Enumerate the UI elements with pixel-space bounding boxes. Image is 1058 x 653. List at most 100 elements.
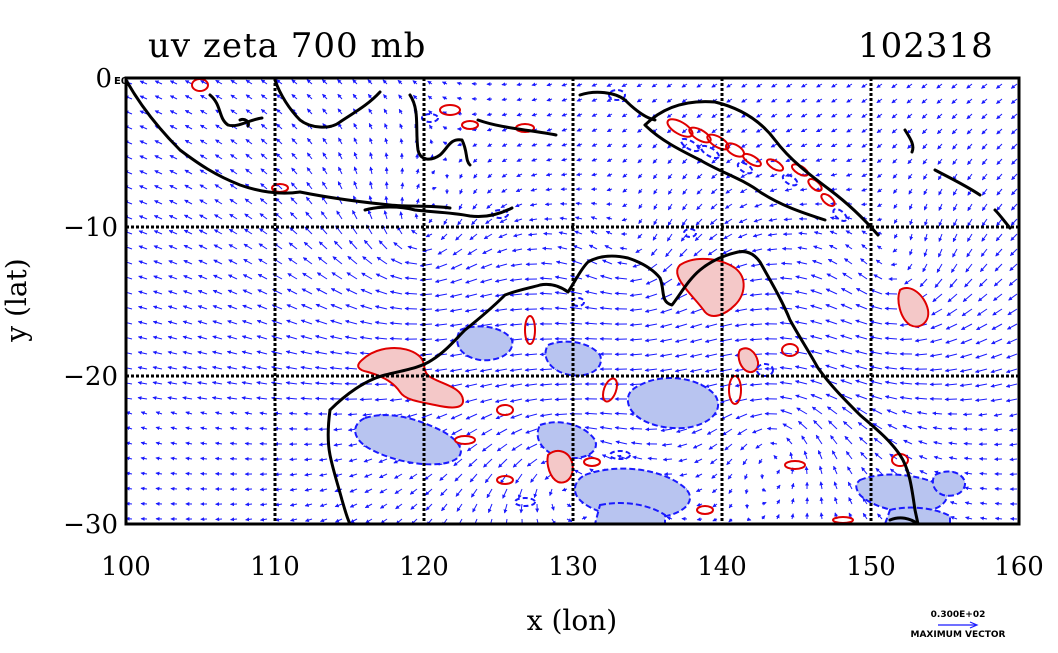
wind-vector xyxy=(877,203,883,208)
wind-vector xyxy=(782,423,793,430)
wind-vector xyxy=(479,368,493,373)
wind-vector xyxy=(213,229,223,235)
wind-vector xyxy=(481,443,493,452)
wind-vector xyxy=(827,258,838,265)
wind-vector xyxy=(581,516,588,521)
wind-vector xyxy=(138,245,148,250)
wind-vector xyxy=(184,95,193,100)
wind-vector xyxy=(275,197,283,205)
wind-vector xyxy=(472,158,478,163)
wind-vector xyxy=(606,158,613,163)
wind-vector xyxy=(397,79,403,85)
wind-vector xyxy=(996,83,1003,89)
wind-vector xyxy=(137,381,148,385)
wind-vector xyxy=(384,166,389,175)
wind-vector xyxy=(126,185,133,190)
wind-vector xyxy=(629,293,643,298)
wind-vector xyxy=(761,515,766,520)
wind-vector xyxy=(138,260,148,265)
wind-vector xyxy=(531,112,538,117)
wind-vector xyxy=(614,411,628,416)
wind-vector xyxy=(512,458,523,468)
wind-vector xyxy=(167,396,178,401)
wind-vector xyxy=(183,275,193,280)
wind-vector xyxy=(337,93,343,100)
wind-vector xyxy=(755,143,763,148)
wind-vector xyxy=(619,246,628,251)
wind-vector xyxy=(227,289,238,295)
wind-vector xyxy=(786,437,793,445)
wind-vector xyxy=(614,276,628,281)
wind-vector xyxy=(467,248,478,256)
wind-vector xyxy=(419,292,433,297)
wind-vector xyxy=(215,139,223,145)
wind-vector xyxy=(285,350,298,355)
wind-vector xyxy=(302,272,313,280)
wind-vector xyxy=(981,113,988,120)
wind-vector xyxy=(690,323,703,329)
wind-vector xyxy=(976,308,988,316)
wind-vector xyxy=(359,320,373,325)
wind-vector xyxy=(749,293,763,297)
wind-vector xyxy=(749,337,763,342)
wind-vector xyxy=(245,502,253,507)
wind-vector xyxy=(139,95,148,100)
wind-vector xyxy=(951,128,958,135)
wind-vector xyxy=(516,82,523,87)
wind-vector xyxy=(333,442,343,447)
wind-vector xyxy=(200,109,208,115)
wind-vector xyxy=(590,230,598,235)
wind-vector xyxy=(711,158,718,164)
wind-vector xyxy=(337,181,343,190)
wind-vector xyxy=(214,426,223,431)
wind-vector xyxy=(338,166,343,175)
wind-vector xyxy=(426,518,433,524)
wind-vector xyxy=(197,380,208,385)
wind-vector xyxy=(963,441,973,446)
wind-vector xyxy=(360,288,373,295)
wind-vector xyxy=(244,411,253,416)
wind-vector xyxy=(260,123,268,130)
wind-vector xyxy=(755,173,763,178)
wind-vector xyxy=(306,167,313,175)
wind-vector xyxy=(546,127,553,132)
wind-vector xyxy=(383,94,388,100)
wind-vector xyxy=(771,98,778,103)
wind-vector xyxy=(681,98,688,103)
wind-vector xyxy=(241,380,253,385)
wind-vector xyxy=(345,304,358,310)
wind-vector xyxy=(197,365,208,370)
wind-vector xyxy=(622,143,628,148)
wind-vector xyxy=(840,287,853,295)
wind-vector xyxy=(561,112,568,117)
wind-vector xyxy=(214,169,223,175)
wind-vector xyxy=(756,113,763,118)
wind-vector xyxy=(929,353,943,358)
wind-vector xyxy=(285,396,298,401)
wind-vector xyxy=(369,152,374,160)
wind-vector xyxy=(860,451,868,460)
wind-vector xyxy=(767,232,778,237)
wind-vector xyxy=(936,263,943,273)
wind-vector xyxy=(855,319,868,325)
wind-vector xyxy=(1005,383,1018,388)
wind-vector xyxy=(229,411,238,416)
wind-vector xyxy=(140,441,148,446)
wind-vector xyxy=(993,442,1003,447)
wind-vector xyxy=(629,352,643,357)
wind-vector xyxy=(667,218,673,226)
wind-vector xyxy=(289,487,298,492)
wind-vector xyxy=(197,350,208,355)
wind-vector xyxy=(696,517,703,522)
wind-vector xyxy=(243,228,253,235)
wind-vector xyxy=(333,240,343,250)
wind-vector xyxy=(471,218,478,225)
wind-vector xyxy=(876,98,883,104)
x-tick: 100 xyxy=(101,552,151,582)
wind-vector xyxy=(888,438,898,445)
wind-vector xyxy=(139,80,148,85)
wind-vector xyxy=(169,154,178,160)
wind-vector xyxy=(244,426,253,431)
wind-vector xyxy=(399,211,404,220)
wind-vector xyxy=(800,113,808,118)
